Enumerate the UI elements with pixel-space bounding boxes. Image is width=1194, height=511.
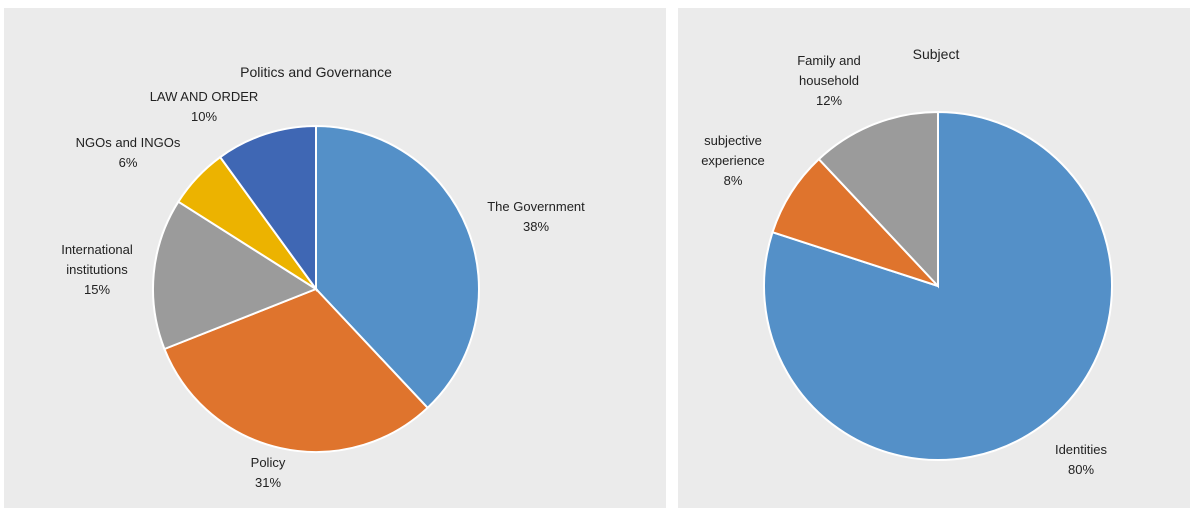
- slice-category-label-part: Family and: [797, 53, 861, 68]
- pie-chart-subject: Subject Identities 80% subjective experienc…: [701, 46, 1113, 477]
- slice-value-label: 15%: [84, 282, 110, 297]
- slice-label: LAW AND ORDER 10%: [150, 89, 259, 124]
- pie-slice: [163, 287, 429, 453]
- slice-value-label: 31%: [255, 475, 281, 490]
- slice-label: subjective experience 8%: [701, 133, 765, 188]
- slice-value-label: 6%: [119, 155, 138, 170]
- pie-slice: [315, 124, 480, 410]
- slice-category-label-part: experience: [701, 153, 765, 168]
- slice-label: The Government 38%: [487, 199, 585, 234]
- slice-value-label: 8%: [724, 173, 743, 188]
- pie-chart-politics: Politics and Governance The Government 38…: [61, 64, 585, 490]
- chart-panel-subject: Subject Identities 80% subjective experienc…: [678, 8, 1190, 508]
- slice-group: [763, 110, 1113, 461]
- chart-title: Politics and Governance: [240, 64, 392, 80]
- slice-category-label-part: household: [799, 73, 859, 88]
- chart-title: Subject: [913, 46, 960, 62]
- slice-category-label: The Government: [487, 199, 585, 214]
- slice-label: Identities 80%: [1055, 442, 1108, 477]
- slice-value-label: 12%: [816, 93, 842, 108]
- slice-value-label: 80%: [1068, 462, 1094, 477]
- slice-category-label-part: subjective: [704, 133, 762, 148]
- slice-category-label-part: institutions: [66, 262, 128, 277]
- label-group: The Government 38% Policy 31% International i…: [61, 89, 585, 490]
- slice-value-label: 38%: [523, 219, 549, 234]
- pie-slice: [817, 110, 939, 289]
- chart-panel-politics: Politics and Governance The Government 38…: [4, 8, 666, 508]
- slice-category-label: NGOs and INGOs: [76, 135, 181, 150]
- slice-category-label: LAW AND ORDER: [150, 89, 259, 104]
- slice-label: International institutions 15%: [61, 242, 133, 297]
- pie-slice: [218, 124, 317, 293]
- pie-slice: [152, 200, 319, 351]
- slice-label: NGOs and INGOs 6%: [76, 135, 181, 170]
- slice-category-label-part: International: [61, 242, 133, 257]
- slice-label: Family and household 12%: [797, 53, 861, 108]
- slice-label: Policy 31%: [251, 455, 286, 490]
- label-group: Identities 80% subjective experience 8% Famil…: [701, 53, 1107, 477]
- slice-value-label: 10%: [191, 109, 217, 124]
- slice-category-label: Identities: [1055, 442, 1108, 457]
- slice-category-label: Policy: [251, 455, 286, 470]
- slice-group: [152, 124, 480, 453]
